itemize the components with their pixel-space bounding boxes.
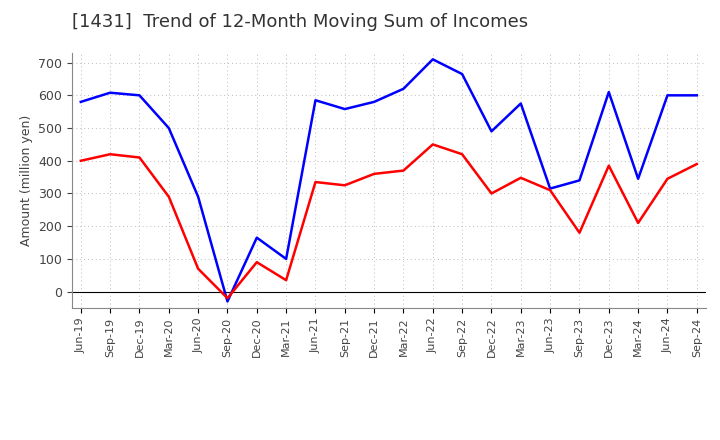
Net Income bbox=[311, 180, 320, 185]
Net Income bbox=[516, 175, 525, 180]
Ordinary Income bbox=[223, 299, 232, 304]
Net Income bbox=[223, 296, 232, 301]
Ordinary Income bbox=[487, 128, 496, 134]
Line: Ordinary Income: Ordinary Income bbox=[81, 59, 697, 301]
Ordinary Income bbox=[399, 86, 408, 92]
Line: Net Income: Net Income bbox=[81, 144, 697, 298]
Ordinary Income bbox=[428, 57, 437, 62]
Net Income bbox=[634, 220, 642, 226]
Net Income bbox=[458, 152, 467, 157]
Ordinary Income bbox=[135, 93, 144, 98]
Y-axis label: Amount (million yen): Amount (million yen) bbox=[19, 115, 32, 246]
Ordinary Income bbox=[282, 256, 290, 261]
Ordinary Income bbox=[634, 176, 642, 181]
Net Income bbox=[575, 230, 584, 235]
Net Income bbox=[282, 278, 290, 283]
Ordinary Income bbox=[546, 186, 554, 191]
Ordinary Income bbox=[516, 101, 525, 106]
Net Income bbox=[663, 176, 672, 181]
Ordinary Income bbox=[663, 93, 672, 98]
Ordinary Income bbox=[341, 106, 349, 112]
Net Income bbox=[693, 161, 701, 167]
Net Income bbox=[194, 266, 202, 271]
Ordinary Income bbox=[106, 90, 114, 95]
Net Income bbox=[605, 163, 613, 169]
Ordinary Income bbox=[76, 99, 85, 105]
Net Income bbox=[164, 194, 173, 199]
Ordinary Income bbox=[194, 194, 202, 199]
Net Income bbox=[341, 183, 349, 188]
Ordinary Income bbox=[370, 99, 379, 105]
Net Income bbox=[399, 168, 408, 173]
Ordinary Income bbox=[575, 178, 584, 183]
Net Income bbox=[370, 171, 379, 176]
Net Income bbox=[76, 158, 85, 163]
Net Income bbox=[546, 187, 554, 193]
Net Income bbox=[135, 155, 144, 160]
Ordinary Income bbox=[605, 89, 613, 95]
Net Income bbox=[487, 191, 496, 196]
Net Income bbox=[106, 152, 114, 157]
Text: [1431]  Trend of 12-Month Moving Sum of Incomes: [1431] Trend of 12-Month Moving Sum of I… bbox=[72, 13, 528, 31]
Ordinary Income bbox=[693, 93, 701, 98]
Net Income bbox=[428, 142, 437, 147]
Ordinary Income bbox=[164, 125, 173, 131]
Ordinary Income bbox=[311, 98, 320, 103]
Net Income bbox=[253, 260, 261, 265]
Ordinary Income bbox=[458, 71, 467, 77]
Ordinary Income bbox=[253, 235, 261, 240]
